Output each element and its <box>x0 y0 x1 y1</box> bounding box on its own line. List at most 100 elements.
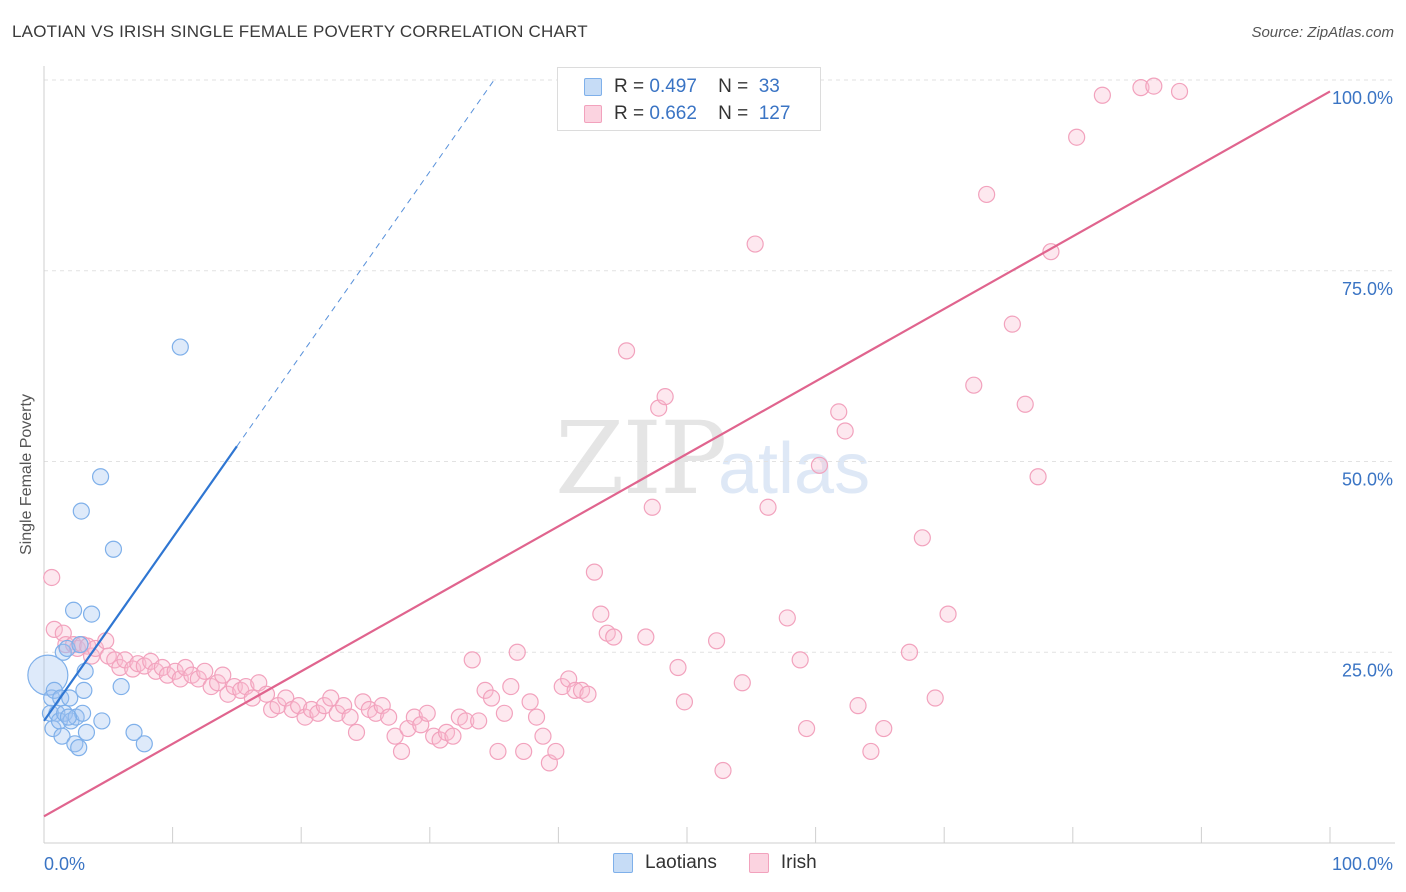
laotians-trend-extension <box>236 79 495 447</box>
irish-point-127 <box>1170 82 1189 101</box>
laotians-point-11 <box>58 639 76 658</box>
irish-point-66 <box>444 727 462 745</box>
irish-point-108 <box>830 403 848 421</box>
laotians-n-value: 33 <box>758 76 780 97</box>
legend-laotians-label: Laotians <box>645 852 717 873</box>
irish-point-123 <box>1068 128 1086 146</box>
irish-point-115 <box>926 689 944 707</box>
x-tick-label-100: 100.0% <box>1332 854 1393 874</box>
irish-point-62 <box>418 704 436 722</box>
irish-point-76 <box>508 643 526 661</box>
irish-point-30 <box>214 666 232 684</box>
irish-swatch <box>584 105 602 123</box>
irish-point-116 <box>939 605 957 623</box>
laotians-point-23 <box>77 723 96 741</box>
irish-point-117 <box>965 376 983 394</box>
watermark-atlas: atlas <box>718 429 871 509</box>
source-label: Source: ZipAtlas.com <box>1251 24 1394 41</box>
chart-title: LAOTIAN VS IRISH SINGLE FEMALE POVERTY C… <box>12 22 588 41</box>
irish-point-70 <box>470 712 488 730</box>
irish-point-121 <box>1029 468 1047 486</box>
irish-point-79 <box>527 708 546 726</box>
irish-point-100 <box>714 761 732 780</box>
irish-point-118 <box>978 185 996 204</box>
irish-point-85 <box>566 681 584 700</box>
irish-point-74 <box>495 704 513 722</box>
irish-point-105 <box>791 651 809 669</box>
irish-point-110 <box>849 697 867 715</box>
irish-point-109 <box>836 422 854 440</box>
irish-point-120 <box>1016 395 1034 413</box>
legend-irish-label: Irish <box>780 852 817 873</box>
irish-point-68 <box>457 712 475 730</box>
irish-trend-line <box>43 90 1331 818</box>
irish-point-114 <box>913 529 931 547</box>
irish-point-126 <box>1145 77 1163 95</box>
laotians-point-21 <box>75 681 93 700</box>
irish-point-77 <box>515 742 533 761</box>
legend-row-irish: R = 0.662 N = 127 <box>558 100 790 128</box>
laotians-point-31 <box>171 338 189 356</box>
laotians-point-19 <box>72 502 90 520</box>
y-tick-label-100: 100.0% <box>1332 88 1393 108</box>
laotians-point-27 <box>104 540 123 558</box>
irish-point-16 <box>129 655 147 673</box>
irish-point-87 <box>579 685 597 703</box>
irish-r-label: R = <box>614 103 645 124</box>
irish-point-0 <box>43 568 61 587</box>
irish-point-80 <box>534 727 552 745</box>
laotians-point-24 <box>82 605 101 623</box>
laotians-point-20 <box>73 704 92 722</box>
irish-point-93 <box>637 628 655 646</box>
laotians-point-25 <box>91 468 110 486</box>
laotians-point-14 <box>64 601 83 619</box>
laotians-point-30 <box>135 735 153 753</box>
y-tick-label-50: 50.0% <box>1342 470 1393 490</box>
laotians-point-26 <box>93 712 111 730</box>
irish-point-89 <box>592 605 610 623</box>
irish-point-91 <box>605 628 623 646</box>
irish-point-82 <box>547 742 565 761</box>
x-tick-label-0: 0.0% <box>44 854 85 874</box>
irish-point-104 <box>778 609 796 627</box>
irish-point-27 <box>196 662 214 680</box>
irish-n-value: 127 <box>758 103 791 124</box>
irish-n-label: N = <box>718 103 749 124</box>
irish-point-124 <box>1093 86 1111 104</box>
laotians-trend-line <box>43 445 238 722</box>
irish-point-101 <box>733 674 751 692</box>
irish-point-72 <box>482 689 501 707</box>
laotians-point-12 <box>61 689 79 707</box>
y-tick-label-75: 75.0% <box>1342 279 1393 299</box>
laotians-point-17 <box>70 739 88 757</box>
series-legend: Laotians Irish <box>613 852 817 874</box>
irish-point-97 <box>669 658 687 677</box>
irish-point-75 <box>502 677 520 696</box>
legend-row-laotians: R = 0.497 N = 33 <box>558 73 780 101</box>
laotians-n-label: N = <box>718 76 749 97</box>
irish-point-73 <box>489 742 507 761</box>
irish-point-96 <box>656 388 674 406</box>
laotians-r-value: 0.497 <box>649 76 697 97</box>
y-tick-label-25: 25.0% <box>1342 660 1393 680</box>
irish-point-21 <box>158 666 177 684</box>
irish-point-69 <box>463 651 481 669</box>
irish-point-47 <box>322 689 340 707</box>
laotians-r-label: R = <box>614 76 645 97</box>
irish-point-58 <box>392 742 411 761</box>
laotians-point-28 <box>112 677 130 696</box>
irish-point-50 <box>341 708 359 726</box>
laotians-point-29 <box>125 723 143 741</box>
irish-point-113 <box>900 643 919 661</box>
irish-point-119 <box>1003 315 1021 333</box>
laotians-swatch <box>584 78 602 96</box>
correlation-legend: R = 0.497 N = 33 R = 0.662 N = 127 <box>557 67 821 131</box>
legend-laotians-swatch <box>613 853 633 873</box>
irish-point-98 <box>675 693 694 711</box>
irish-r-value: 0.662 <box>649 103 697 124</box>
laotians-point-8 <box>53 727 71 745</box>
legend-irish-swatch <box>748 853 769 873</box>
y-axis-label: Single Female Poverty <box>18 394 35 555</box>
irish-point-92 <box>617 342 636 360</box>
